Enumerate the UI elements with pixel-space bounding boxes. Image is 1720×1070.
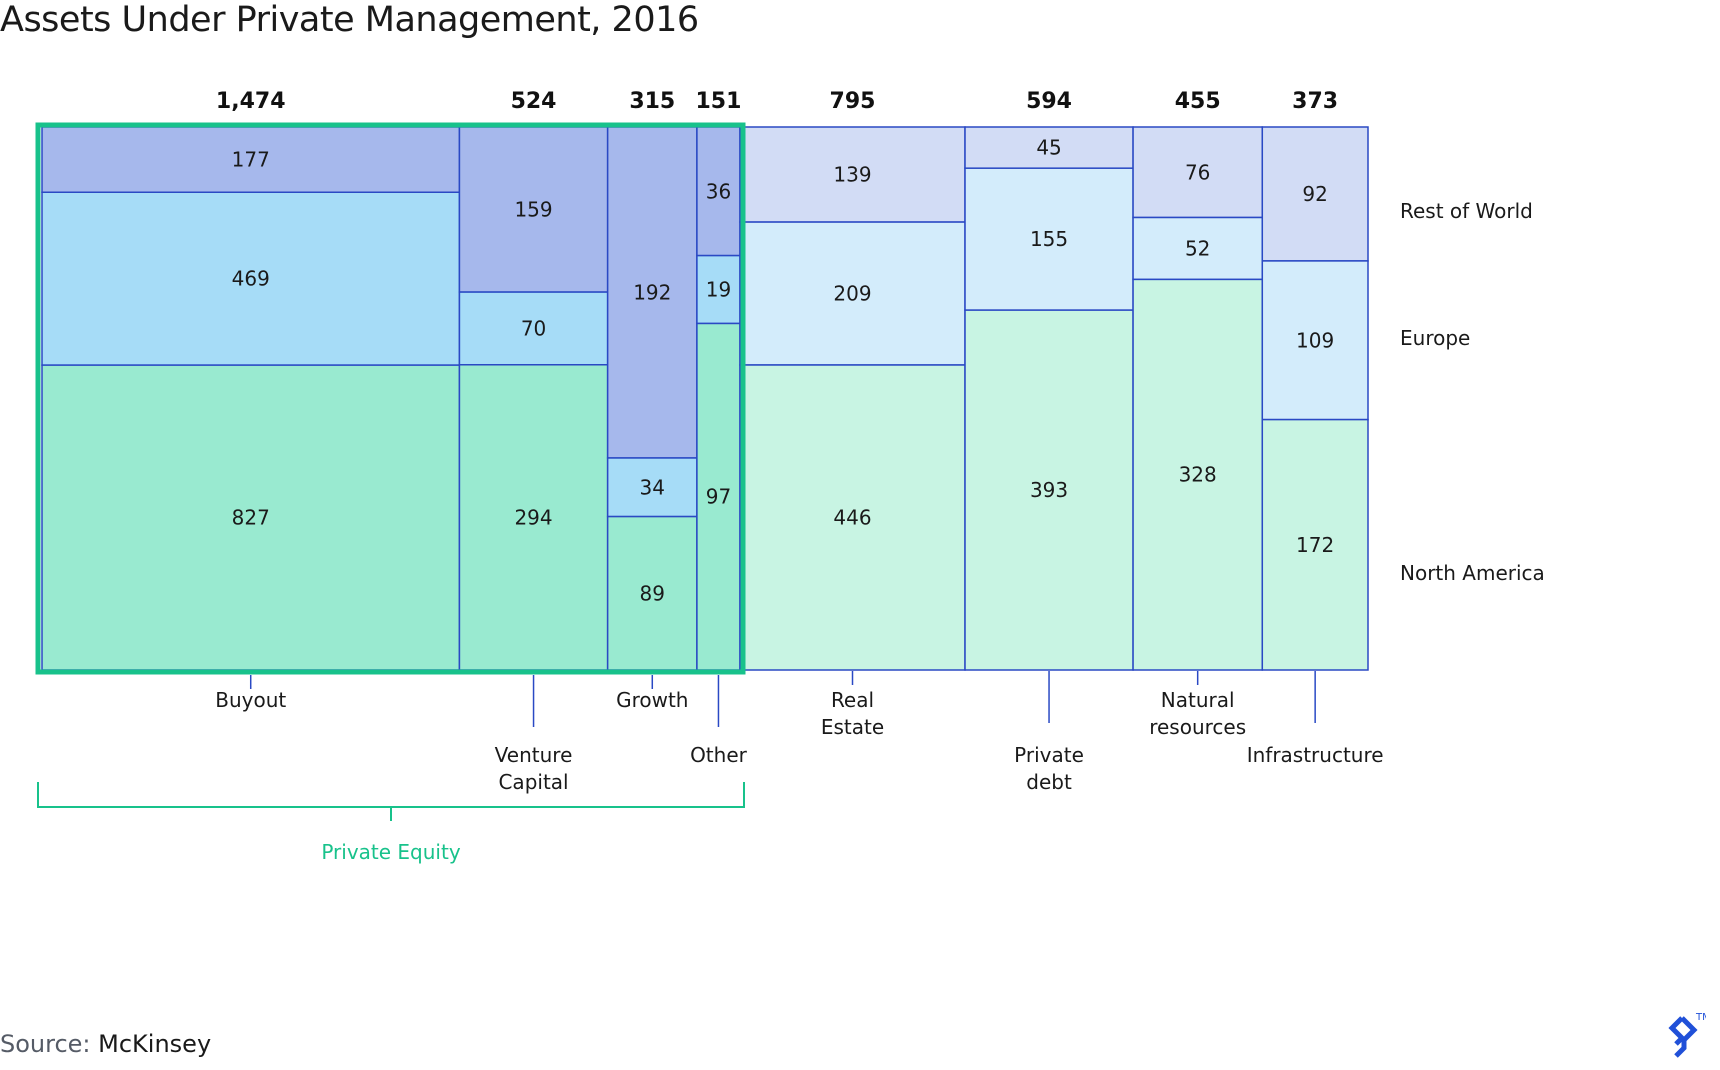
data-label-natural-resources-north-america: 328 xyxy=(1179,463,1217,487)
data-label-natural-resources-europe: 52 xyxy=(1185,236,1210,260)
segment-infrastructure-europe xyxy=(1261,260,1369,421)
segment-growth-europe xyxy=(606,457,698,518)
segment-real-estate-north-america xyxy=(739,364,966,671)
data-label-real-estate-north-america: 446 xyxy=(833,505,871,529)
data-label-venture-capital-europe: 70 xyxy=(521,316,546,340)
segment-private-debt-europe xyxy=(964,167,1134,311)
data-label-buyout-rest-of-world: 177 xyxy=(232,148,270,172)
category-label-natural-resources: Natural resources xyxy=(1149,688,1246,739)
private-equity-bracket: Private Equity xyxy=(37,782,745,864)
segment-other-north-america xyxy=(696,322,741,671)
category-label-private-debt: Private debt xyxy=(1014,743,1084,794)
segment-natural-resources-rest-of-world xyxy=(1132,126,1264,219)
segment-venture-capital-rest-of-world xyxy=(458,126,609,293)
column-total-infrastructure: 373 xyxy=(1292,89,1338,114)
data-label-private-debt-rest-of-world: 45 xyxy=(1036,136,1061,160)
data-label-infrastructure-north-america: 172 xyxy=(1296,533,1334,557)
segment-growth-north-america xyxy=(606,515,698,671)
bracket-line xyxy=(37,782,745,821)
region-legend: Rest of World Europe North America xyxy=(1400,199,1545,585)
source-label: Source: xyxy=(0,1030,91,1058)
column-total-real-estate: 795 xyxy=(830,89,876,114)
legend-north-america: North America xyxy=(1400,561,1545,585)
toptal-logo-icon: TM xyxy=(1662,1010,1711,1064)
data-label-growth-north-america: 89 xyxy=(640,581,665,605)
private-equity-border xyxy=(35,122,746,675)
column-total-other: 151 xyxy=(695,89,741,114)
legend-rest-of-world: Rest of World xyxy=(1400,199,1533,223)
data-label-venture-capital-rest-of-world: 159 xyxy=(514,198,552,222)
data-label-growth-rest-of-world: 192 xyxy=(633,280,671,304)
data-label-buyout-europe: 469 xyxy=(232,267,270,291)
data-label-buyout-north-america: 827 xyxy=(232,506,270,530)
column-totals: 1,474 524 315 151 795 594 455 373 xyxy=(216,89,1338,114)
data-label-growth-europe: 34 xyxy=(640,475,665,499)
segment-infrastructure-rest-of-world xyxy=(1261,126,1369,262)
segment-natural-resources-north-america xyxy=(1132,278,1264,671)
segment-private-debt-rest-of-world xyxy=(964,126,1134,169)
column-total-private-debt: 594 xyxy=(1026,89,1072,114)
source-note: Source: McKinsey xyxy=(0,1030,211,1058)
bracket-label: Private Equity xyxy=(321,840,460,864)
segment-real-estate-europe xyxy=(739,221,966,366)
segment-buyout-rest-of-world xyxy=(41,126,461,193)
chart-title: Assets Under Private Management, 2016 xyxy=(0,0,699,40)
data-label-infrastructure-rest-of-world: 92 xyxy=(1302,182,1327,206)
source-value: McKinsey xyxy=(98,1030,212,1058)
column-total-growth: 315 xyxy=(629,89,675,114)
category-label-venture-capital: Venture Capital xyxy=(495,743,573,794)
column-total-buyout: 1,474 xyxy=(216,89,286,114)
category-label-growth: Growth xyxy=(616,688,688,712)
data-label-infrastructure-europe: 109 xyxy=(1296,328,1334,352)
data-label-natural-resources-rest-of-world: 76 xyxy=(1185,160,1210,184)
category-label-infrastructure: Infrastructure xyxy=(1247,743,1384,767)
data-label-real-estate-rest-of-world: 139 xyxy=(833,163,871,187)
category-label-buyout: Buyout xyxy=(215,688,286,712)
category-label-other: Other xyxy=(690,743,748,767)
column-total-natural-resources: 455 xyxy=(1175,89,1221,114)
private-equity-highlight xyxy=(35,122,746,675)
data-label-venture-capital-north-america: 294 xyxy=(514,505,552,529)
svg-text:TM: TM xyxy=(1695,1012,1706,1023)
segment-buyout-north-america xyxy=(41,364,461,671)
column-total-venture-capital: 524 xyxy=(511,89,557,114)
segment-growth-rest-of-world xyxy=(606,126,698,459)
data-label-other-europe: 19 xyxy=(706,278,731,302)
segment-infrastructure-north-america xyxy=(1261,418,1369,671)
data-label-other-north-america: 97 xyxy=(706,485,731,509)
segment-real-estate-rest-of-world xyxy=(739,126,966,223)
segment-private-debt-north-america xyxy=(964,309,1134,671)
data-label-private-debt-north-america: 393 xyxy=(1030,478,1068,502)
data-label-real-estate-europe: 209 xyxy=(833,282,871,306)
chart-segments: 177 469 827 159 70 294 192 34 89 36 19 97 139 209 446 4… xyxy=(41,126,1369,671)
data-label-private-debt-europe: 155 xyxy=(1030,227,1068,251)
category-label-real-estate: Real Estate xyxy=(821,688,884,739)
category-labels: Buyout Venture Capital Growth Other Real Estat… xyxy=(215,671,1384,794)
legend-europe: Europe xyxy=(1400,326,1470,350)
segment-buyout-europe xyxy=(41,191,461,366)
data-label-other-rest-of-world: 36 xyxy=(706,179,731,203)
